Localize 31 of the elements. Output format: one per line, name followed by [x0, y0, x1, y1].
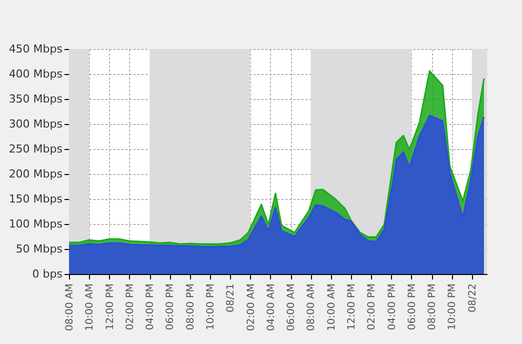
x-tick-label: 12:00 PM [104, 284, 116, 330]
y-tick-label: 300 Mbps [8, 118, 63, 130]
x-tick-label: 06:00 PM [165, 284, 176, 330]
x-tick-label: 04:00 AM [266, 284, 277, 331]
x-tick-label: 02:00 PM [366, 284, 378, 330]
x-tick-label: 08:00 AM [306, 284, 318, 331]
x-tick-label: 12:00 PM [346, 284, 358, 330]
x-tick-label: 10:00 AM [326, 284, 338, 331]
y-tick-label: 150 Mbps [8, 192, 63, 206]
x-tick-label: 08:00 PM [427, 284, 438, 330]
y-tick-label: 250 Mbps [8, 142, 63, 156]
x-tick-label: 10:00 PM [447, 284, 458, 330]
x-tick-label: 08/22 [467, 284, 478, 312]
x-tick-label: 08/21 [226, 284, 237, 312]
x-tick-label: 02:00 AM [246, 284, 257, 331]
x-tick-label: 04:00 PM [386, 284, 398, 330]
x-tick-label: 04:00 PM [145, 284, 156, 330]
x-tick-label: 10:00 PM [206, 284, 217, 330]
x-tick-label: 08:00 AM [64, 284, 76, 331]
y-tick-label: 0 bps [32, 268, 63, 280]
x-tick-label: 02:00 PM [124, 284, 136, 330]
x-tick-label: 08:00 PM [185, 284, 196, 330]
x-tick-label: 06:00 AM [286, 284, 298, 331]
y-tick-label: 200 Mbps [8, 168, 63, 180]
y-tick-label: 400 Mbps [8, 68, 63, 80]
y-tick-label: 50 Mbps [16, 242, 63, 256]
y-tick-label: 100 Mbps [8, 218, 63, 230]
x-tick-label: 06:00 PM [406, 284, 418, 330]
x-tick-label: 10:00 AM [84, 284, 96, 331]
y-tick-label: 450 Mbps [8, 42, 63, 56]
y-tick-label: 350 Mbps [8, 92, 63, 106]
